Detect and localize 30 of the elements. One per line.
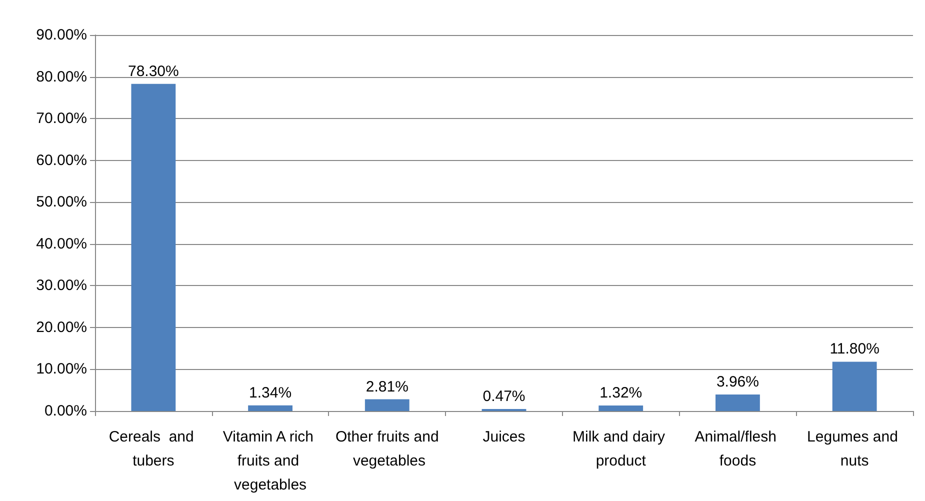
data-label: 2.81% (366, 378, 408, 396)
x-tick-label: Cereals and tubers (108, 428, 198, 470)
data-label: 1.34% (249, 384, 292, 402)
y-tick-label: 40.00% (36, 235, 87, 252)
y-tick-label: 60.00% (36, 152, 87, 169)
bar (364, 399, 410, 411)
x-tick-label: Legumes and nuts (807, 428, 902, 470)
x-tick-label: Juices (482, 428, 526, 446)
data-label: 1.32% (600, 384, 642, 402)
data-label: 0.47% (482, 388, 526, 406)
y-tick-label: 20.00% (36, 318, 87, 336)
y-tick-label: 90.00% (36, 26, 87, 44)
bar (832, 362, 877, 411)
y-tick-label: 30.00% (36, 277, 87, 294)
bar (131, 84, 176, 411)
y-tick-label: 80.00% (36, 68, 87, 86)
x-tick-label: Milk and dairy product (572, 428, 670, 470)
y-tick-label: 10.00% (36, 360, 87, 378)
x-tick-label: Other fruits and vegetables (335, 428, 439, 470)
y-tick-label: 70.00% (36, 110, 87, 128)
bar (716, 394, 760, 411)
x-tick-label: Animal/flesh foods (694, 428, 781, 470)
x-tick-label: Vitamin A rich fruits and vegetables (222, 428, 318, 494)
bar (248, 405, 292, 411)
data-label: 78.30% (128, 62, 179, 80)
y-tick-label: 50.00% (36, 194, 87, 211)
y-tick-label: 0.00% (44, 402, 87, 420)
data-label: 3.96% (716, 373, 759, 390)
bar (598, 405, 644, 411)
data-label: 11.80% (830, 340, 880, 358)
